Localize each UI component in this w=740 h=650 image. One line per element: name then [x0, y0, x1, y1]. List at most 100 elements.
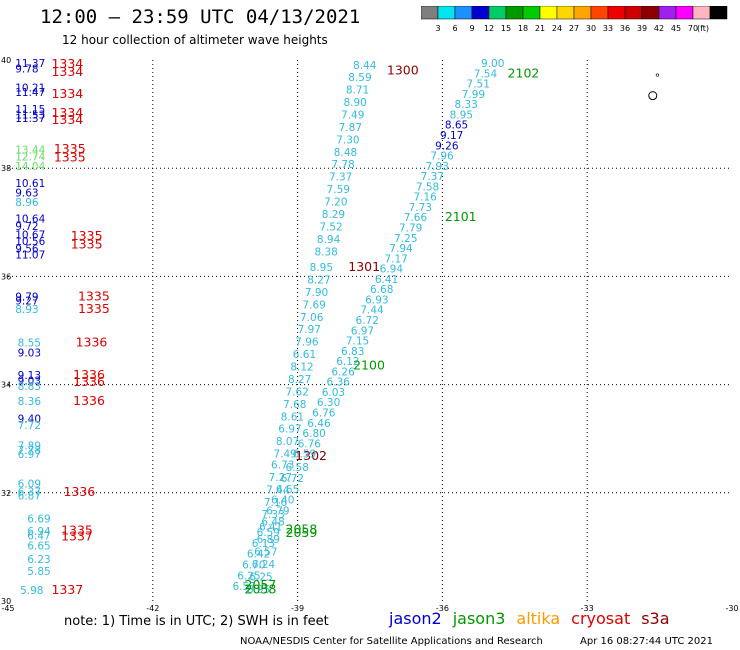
swh-value: 6.69 — [27, 514, 50, 526]
track-label: 1336 — [73, 393, 105, 408]
swh-value: 7.30 — [336, 134, 359, 146]
swh-value: 7.20 — [324, 197, 347, 209]
generated-timestamp: Apr 16 08:27:44 UTC 2021 — [580, 636, 713, 647]
swh-value: 7.58 — [416, 181, 439, 193]
x-tick-label: -45 — [1, 604, 14, 613]
legend-s3a: s3a — [641, 609, 670, 628]
swh-value: 7.37 — [421, 171, 444, 183]
swh-value: 6.79 — [266, 505, 289, 517]
swh-value: 9.63 — [15, 187, 38, 199]
swh-value: 7.52 — [319, 221, 342, 233]
swh-value: 7.99 — [462, 89, 485, 101]
color-scale-label: 9 — [469, 24, 474, 33]
track-label: 1336 — [73, 374, 105, 389]
swh-value: 7.69 — [302, 299, 325, 311]
swh-value: 9.03 — [18, 376, 41, 388]
swh-value: 8.38 — [314, 246, 337, 258]
track-label: 1302 — [295, 448, 327, 463]
swh-value: 8.96 — [15, 197, 39, 209]
x-tick-label: -33 — [581, 604, 594, 613]
y-tick-label: 38 — [1, 164, 11, 173]
swh-value: 7.68 — [283, 399, 306, 411]
swh-value: 9.26 — [435, 140, 459, 152]
swh-value: 6.73 — [271, 459, 294, 471]
swh-value: 7.93 — [426, 161, 449, 173]
swh-value: 6.65 — [27, 541, 50, 553]
credit-line: NOAA/NESDIS Center for Satellite Applica… — [240, 636, 543, 647]
swh-value: 6.40 — [271, 495, 294, 507]
track-label: 1336 — [64, 484, 96, 499]
track-2102: 9.007.547.517.998.338.958.659.179.267.96… — [413, 58, 539, 204]
swh-value: 6.48 — [261, 516, 284, 528]
track-label: 1334 — [51, 56, 83, 71]
color-scale-label: 3 — [435, 24, 440, 33]
track-label: 1335 — [61, 522, 93, 537]
swh-value: 11.53 — [15, 109, 45, 121]
swh-value: 7.96 — [295, 337, 319, 349]
swh-value: 9.17 — [440, 130, 463, 142]
swh-value: 8.36 — [18, 396, 42, 408]
color-scale-unit: (ft) — [697, 24, 709, 33]
swh-value: 6.47 — [27, 530, 50, 542]
swh-value: 6.87 — [18, 490, 41, 502]
y-tick-label: 32 — [1, 489, 11, 498]
swh-value: 7.62 — [286, 386, 309, 398]
swh-value: 8.27 — [288, 374, 311, 386]
swh-value: 8.61 — [281, 411, 304, 423]
color-scale-label: 24 — [552, 24, 562, 33]
x-tick-label: -39 — [291, 604, 304, 613]
swh-value: 8.94 — [317, 234, 341, 246]
track-label: 1334 — [51, 105, 83, 120]
swh-value: 11.37 — [15, 113, 45, 125]
swh-value: 6.97 — [18, 449, 41, 461]
swh-value: 9.79 — [15, 292, 38, 304]
swh-value: 11.07 — [15, 250, 45, 262]
swh-value: 6.65 — [276, 484, 299, 496]
swh-value: 6.59 — [293, 449, 316, 461]
track-label: 2058 — [245, 581, 277, 596]
track-label: 1335 — [54, 150, 86, 165]
track-label: 1301 — [348, 259, 380, 274]
track-label: 2057 — [245, 577, 277, 592]
swh-value: 6.89 — [257, 534, 280, 546]
swh-value: 6.41 — [259, 522, 282, 534]
track-label: 2101 — [445, 209, 477, 224]
swh-value: 6.30 — [317, 397, 340, 409]
swh-value: 6.97 — [278, 424, 301, 436]
swh-value: 8.55 — [18, 338, 41, 350]
swh-value: 7.87 — [339, 122, 362, 134]
legend-altika: altika — [516, 609, 561, 628]
track-label: 1335 — [78, 301, 110, 316]
swh-value: 6.76 — [312, 408, 336, 420]
swh-value: 7.33 — [261, 509, 284, 521]
swh-value: 6.12 — [336, 356, 359, 368]
swh-value: 6.80 — [302, 428, 325, 440]
swh-value: 7.59 — [327, 184, 350, 196]
swh-value: 14.04 — [15, 161, 45, 173]
color-scale-label: 30 — [586, 24, 596, 33]
swh-value: 6.23 — [27, 554, 50, 566]
track-label: 1335 — [71, 236, 103, 251]
swh-value: 6.70 — [242, 560, 265, 572]
color-swatch — [709, 6, 728, 20]
swh-value: 8.12 — [290, 362, 313, 374]
swh-value: 8.33 — [454, 99, 477, 111]
color-scale-label: 21 — [535, 24, 545, 33]
track-1300: 8.448.598.718.907.497.877.308.487.787.37… — [314, 60, 418, 258]
track-1302: 6.737.277.447.167.336.416.896.576.246.25… — [247, 448, 327, 596]
y-tick-label: 36 — [1, 272, 11, 281]
swh-value: 6.42 — [247, 549, 270, 561]
swh-value: 8.59 — [348, 72, 371, 84]
color-scale-label: 42 — [654, 24, 664, 33]
swh-value: 7.37 — [329, 172, 352, 184]
track-label: 1336 — [76, 335, 108, 350]
swh-value: 7.49 — [273, 449, 296, 461]
track-1334: 11.379.7810.2111.4711.1511.5311.37133413… — [15, 56, 83, 127]
track-label: 1334 — [51, 112, 83, 127]
units-note: note: 1) Time is in UTC; 2) SWH is in fe… — [64, 614, 329, 629]
swh-value: 8.95 — [450, 109, 473, 121]
swh-value: 11.47 — [15, 87, 45, 99]
